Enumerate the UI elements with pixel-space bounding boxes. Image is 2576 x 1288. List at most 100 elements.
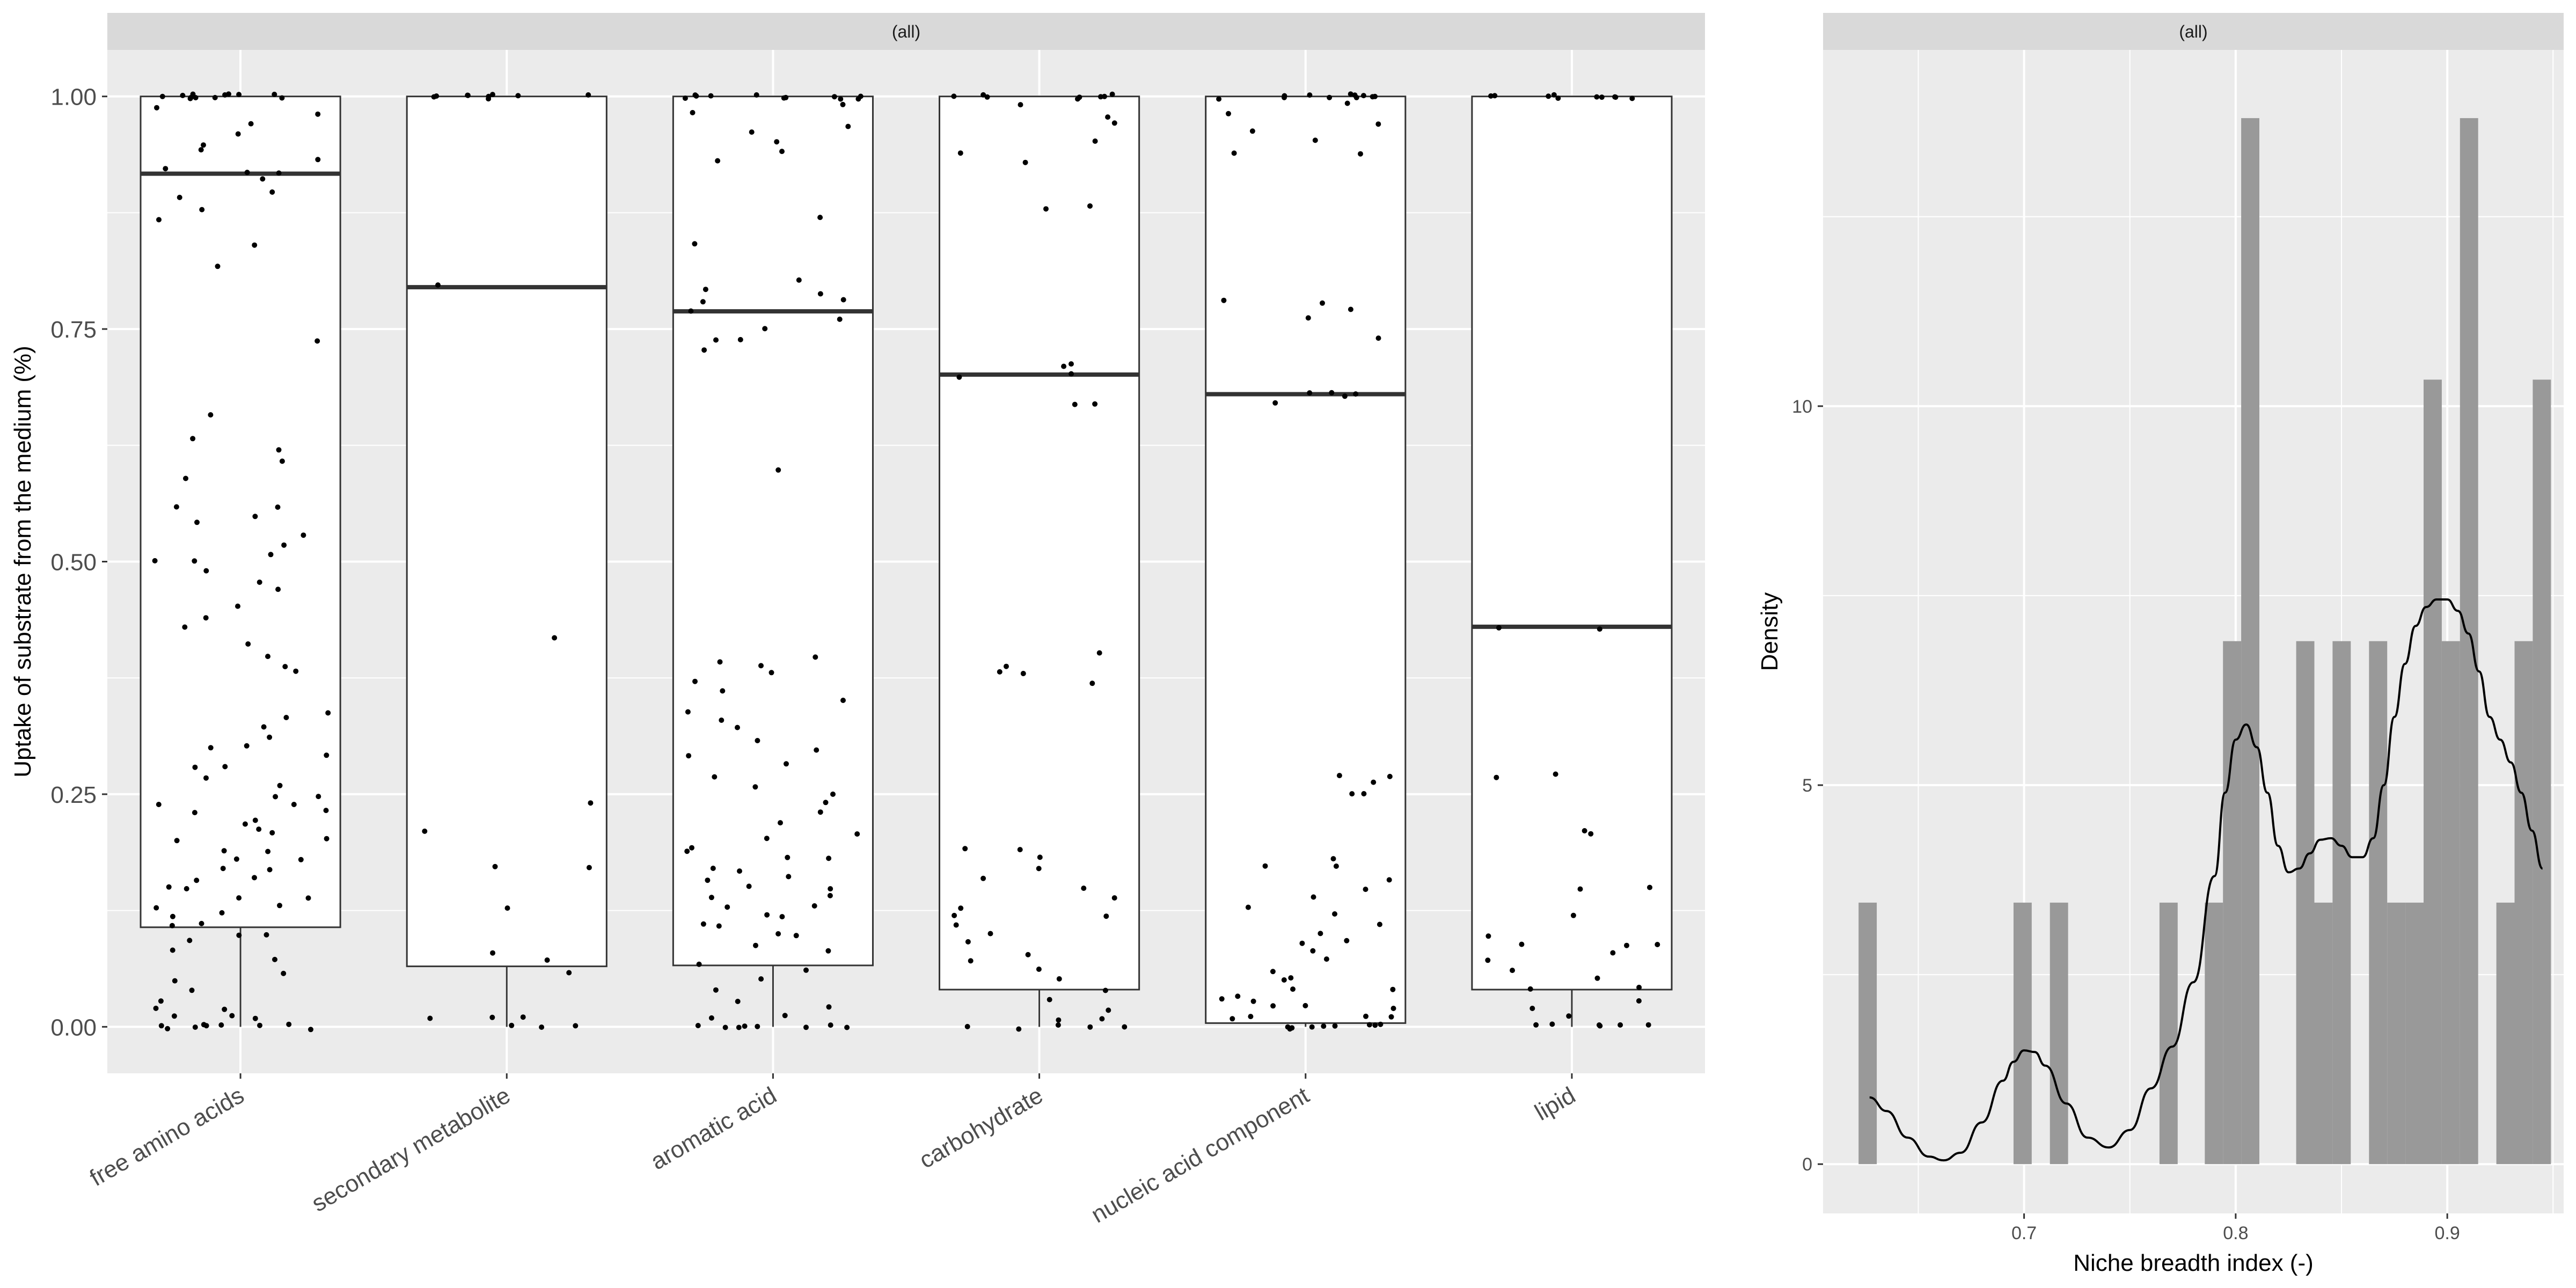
data-point	[1111, 895, 1117, 901]
data-point	[1022, 159, 1028, 165]
data-point	[1320, 300, 1325, 306]
data-point	[221, 848, 227, 854]
data-point	[252, 1015, 258, 1021]
data-point	[1249, 128, 1255, 134]
data-point	[1109, 91, 1115, 97]
data-point	[235, 603, 240, 609]
histogram-bar	[2050, 902, 2068, 1165]
data-point	[277, 782, 283, 788]
data-point	[1096, 650, 1102, 656]
data-point	[817, 215, 823, 221]
data-point	[1016, 1026, 1022, 1032]
data-point	[1092, 138, 1098, 144]
data-point	[1330, 856, 1336, 862]
data-point	[222, 1006, 228, 1012]
data-point	[858, 93, 863, 99]
data-point	[826, 855, 832, 861]
data-point	[823, 800, 829, 806]
data-point	[758, 976, 764, 982]
data-point	[504, 905, 510, 911]
strip-background	[1823, 13, 2564, 50]
data-point	[755, 738, 760, 743]
data-point	[1551, 92, 1557, 98]
data-point	[272, 956, 277, 962]
data-point	[1037, 854, 1043, 860]
data-point	[1366, 1022, 1372, 1028]
data-point	[957, 150, 963, 156]
data-point	[325, 710, 331, 716]
y-tick-label: 0.00	[50, 1014, 97, 1041]
data-point	[265, 848, 271, 854]
box	[140, 96, 341, 928]
data-point	[980, 92, 986, 98]
data-point	[1352, 92, 1358, 98]
data-point	[953, 922, 959, 928]
data-point	[1496, 625, 1502, 631]
data-point	[1099, 1016, 1105, 1022]
jitter-group	[152, 91, 331, 1033]
data-point	[1036, 866, 1042, 872]
data-point	[997, 669, 1002, 675]
data-point	[803, 967, 809, 973]
data-point	[987, 931, 993, 936]
histogram-bar	[2533, 379, 2551, 1165]
data-point	[1372, 1022, 1378, 1028]
data-point	[827, 892, 833, 898]
data-point	[552, 635, 558, 641]
data-point	[172, 978, 178, 984]
data-point	[696, 961, 702, 967]
data-point	[281, 542, 287, 548]
data-point	[1072, 401, 1078, 407]
data-point	[1102, 93, 1107, 99]
data-point	[489, 1014, 495, 1020]
data-point	[1289, 1025, 1295, 1031]
data-point	[281, 970, 287, 976]
data-point	[269, 830, 275, 836]
data-point	[831, 94, 837, 100]
data-point	[840, 101, 846, 107]
data-point	[315, 157, 321, 163]
data-point	[323, 808, 329, 814]
data-point	[314, 338, 320, 344]
data-point	[968, 958, 974, 964]
data-point	[486, 93, 492, 99]
data-point	[301, 532, 306, 538]
data-point	[252, 817, 258, 823]
data-point	[324, 836, 330, 841]
data-point	[684, 848, 690, 854]
data-point	[685, 709, 691, 715]
histogram-bar	[2514, 641, 2533, 1165]
data-point	[690, 109, 696, 115]
data-point	[189, 987, 195, 993]
data-point	[688, 308, 694, 314]
data-point	[1636, 998, 1642, 1004]
jitter-group	[422, 92, 594, 1030]
data-point	[1081, 885, 1087, 891]
data-point	[713, 987, 719, 993]
data-point	[268, 552, 274, 558]
data-point	[286, 1021, 292, 1027]
data-point	[752, 784, 758, 790]
data-point	[817, 291, 823, 297]
data-point	[192, 810, 197, 816]
data-point	[244, 743, 250, 749]
data-point	[1336, 773, 1342, 779]
data-point	[1360, 93, 1366, 99]
data-point	[952, 912, 957, 918]
data-point	[316, 794, 321, 800]
density-curve	[1869, 598, 2543, 1162]
data-point	[1305, 315, 1311, 321]
data-point	[956, 374, 962, 380]
jitter-group	[682, 92, 863, 1030]
data-point	[305, 895, 311, 901]
histogram-bar	[2223, 641, 2242, 1165]
data-point	[187, 938, 193, 943]
data-point	[465, 92, 471, 98]
data-point	[1485, 957, 1491, 963]
data-point	[779, 149, 785, 155]
data-point	[1647, 884, 1652, 890]
data-point	[705, 877, 711, 883]
strip-background	[107, 13, 1705, 50]
data-point	[980, 875, 986, 881]
